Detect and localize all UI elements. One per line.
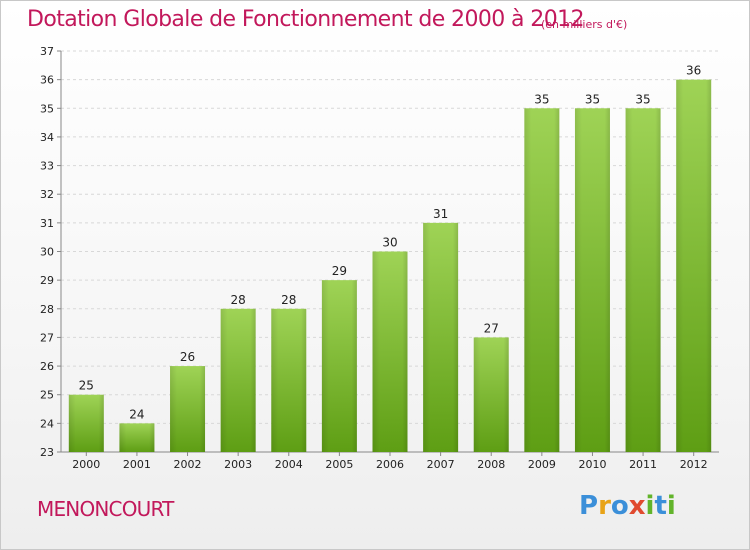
y-tick-label: 32 xyxy=(40,188,54,201)
data-label: 24 xyxy=(129,407,144,421)
x-tick-label: 2003 xyxy=(224,458,252,471)
axes: 23 24 25 26 27 28 29 30 31 32 33 34 35 36 37 2000 2001 20… xyxy=(40,45,719,471)
data-label: 28 xyxy=(281,293,296,307)
bar-shade-2006 xyxy=(372,251,408,452)
data-label: 35 xyxy=(534,92,549,106)
x-tick-label: 2012 xyxy=(680,458,708,471)
x-tick-label: 2008 xyxy=(477,458,505,471)
commune-name: MENONCOURT xyxy=(37,497,174,521)
y-tick-label: 29 xyxy=(40,274,54,287)
x-tick-label: 2006 xyxy=(376,458,404,471)
x-tick-label: 2005 xyxy=(325,458,353,471)
bar-shade-2011 xyxy=(625,108,661,453)
bar-shade-2004 xyxy=(271,308,307,452)
bar-shade-2012 xyxy=(676,79,712,453)
bar-shade-2007 xyxy=(423,222,459,452)
data-label: 36 xyxy=(686,64,701,78)
x-tick-label: 2001 xyxy=(123,458,151,471)
bar-shade-2000 xyxy=(68,394,104,452)
bar-chart: 23 24 25 26 27 28 29 30 31 32 33 34 35 36 37 2000 2001 20… xyxy=(40,45,719,471)
data-label: 30 xyxy=(382,236,397,250)
data-label: 35 xyxy=(635,92,650,106)
y-tick-label: 28 xyxy=(40,303,54,316)
x-tick-label: 2004 xyxy=(275,458,303,471)
x-tick-label: 2009 xyxy=(528,458,556,471)
bar-shade-2009 xyxy=(524,108,560,453)
bar-shade-2003 xyxy=(220,308,256,452)
data-labels: 25 24 26 28 28 29 30 31 27 35 35 35 36 xyxy=(79,64,702,422)
data-label: 26 xyxy=(180,350,195,364)
chart-title: Dotation Globale de Fonctionnement de 20… xyxy=(27,7,585,32)
y-tick-label: 27 xyxy=(40,331,54,344)
y-tick-label: 31 xyxy=(40,217,54,230)
y-tick-label: 26 xyxy=(40,360,54,373)
data-label: 35 xyxy=(585,92,600,106)
data-label: 31 xyxy=(433,207,448,221)
y-tick-label: 37 xyxy=(40,45,54,58)
data-label: 28 xyxy=(231,293,246,307)
bars xyxy=(68,79,712,453)
bar-shade-2002 xyxy=(170,366,206,452)
y-tick-label: 24 xyxy=(40,417,54,430)
y-tick-label: 23 xyxy=(40,446,54,459)
bar-shade-2001 xyxy=(119,423,155,452)
x-tick-label: 2007 xyxy=(427,458,455,471)
y-tick-label: 30 xyxy=(40,246,54,259)
proxiti-logo[interactable]: Proxiti xyxy=(579,491,676,521)
y-tick-label: 34 xyxy=(40,131,54,144)
bar-shade-2008 xyxy=(473,337,509,452)
data-label: 25 xyxy=(79,379,94,393)
bar-shade-2010 xyxy=(574,108,610,453)
y-tick-label: 33 xyxy=(40,160,54,173)
x-tick-label: 2002 xyxy=(174,458,202,471)
chart-unit-label: (en milliers d'€) xyxy=(541,18,628,31)
bar-shade-2005 xyxy=(321,280,357,452)
y-tick-label: 25 xyxy=(40,389,54,402)
y-tick-label: 36 xyxy=(40,74,54,87)
x-tick-label: 2000 xyxy=(72,458,100,471)
x-tick-label: 2011 xyxy=(629,458,657,471)
data-label: 29 xyxy=(332,264,347,278)
y-tick-label: 35 xyxy=(40,102,54,115)
data-label: 27 xyxy=(484,321,499,335)
x-tick-label: 2010 xyxy=(578,458,606,471)
